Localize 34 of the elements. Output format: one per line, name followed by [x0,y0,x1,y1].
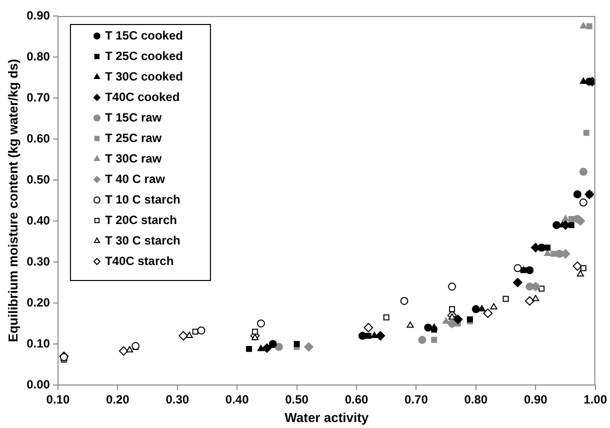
x-tick-label: 1.00 [584,392,608,407]
legend-label: T 30C raw [104,151,162,166]
y-tick-label: 0.10 [26,336,50,350]
legend-label: T 30C cooked [104,69,183,84]
y-axis-title: Equilibrium moisture content (kg water/kg ds) [5,58,20,342]
legend-label: T 15C cooked [104,28,183,42]
x-tick-label: 0.70 [404,392,428,407]
legend-label: T 10 C starch [104,192,180,206]
y-tick-label: 0.20 [26,295,50,310]
y-tick-label: 0.50 [26,172,50,186]
legend-label: T40C starch [104,254,174,268]
y-tick-label: 0.90 [26,8,50,22]
x-tick-label: 0.10 [46,392,70,407]
y-tick-label: 0.30 [26,254,50,268]
x-tick-label: 0.50 [285,392,309,407]
x-axis-title: Water activity [284,410,370,425]
y-tick-label: 0.80 [26,49,50,64]
legend-label: T 20C starch [104,212,177,227]
legend-label: T 25C cooked [104,48,183,63]
legend-label: T40C cooked [104,90,180,104]
legend-label: T 40 C raw [104,172,166,186]
x-tick-label: 0.30 [166,392,190,407]
y-tick-label: 0.00 [26,377,50,392]
x-tick-label: 0.40 [225,392,250,407]
y-tick-label: 0.70 [26,90,50,104]
x-tick-label: 0.60 [344,392,368,407]
legend-label: T 25C raw [104,130,162,145]
x-tick-label: 0.90 [524,392,548,407]
x-tick-label: 0.80 [464,392,488,407]
y-tick-label: 0.40 [26,213,50,228]
legend-label: T 30 C starch [104,233,180,248]
y-tick-label: 0.60 [26,131,50,146]
legend-label: T 15C raw [104,110,162,124]
x-tick-label: 0.20 [106,392,130,407]
